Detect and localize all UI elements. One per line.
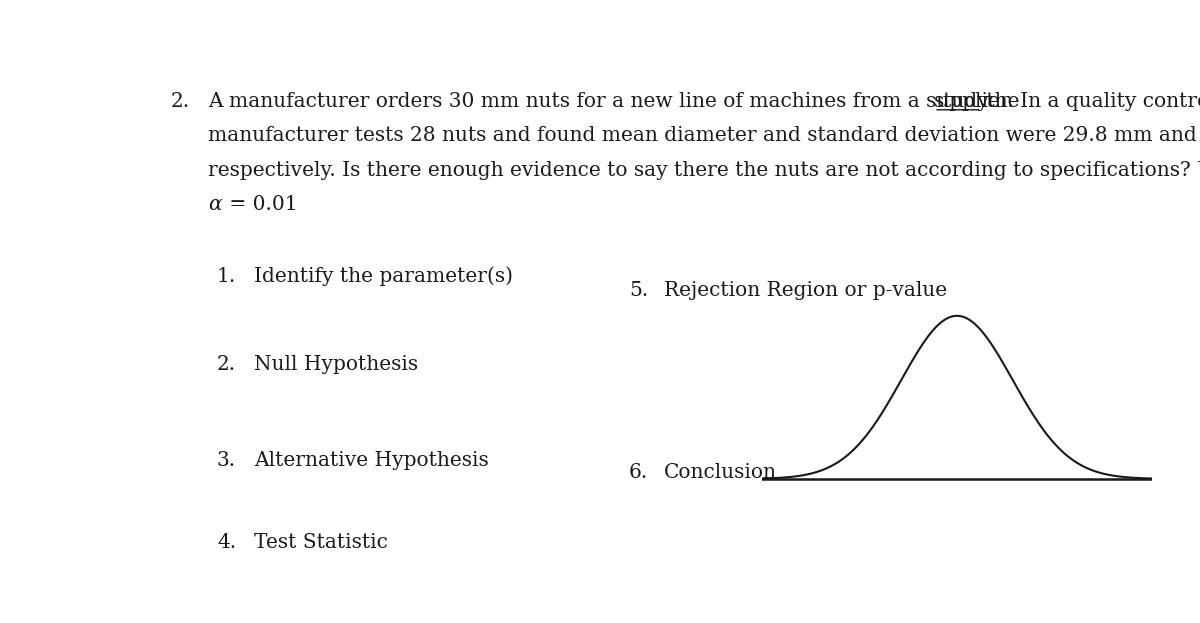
Text: study: study: [934, 92, 990, 110]
Text: 5.: 5.: [629, 281, 648, 300]
Text: Alternative Hypothesis: Alternative Hypothesis: [254, 451, 488, 470]
Text: 3.: 3.: [217, 451, 236, 470]
Text: Null Hypothesis: Null Hypothesis: [254, 355, 419, 374]
Text: Test Statistic: Test Statistic: [254, 533, 388, 552]
Text: 4.: 4.: [217, 533, 236, 552]
Text: α: α: [208, 195, 221, 214]
Text: the: the: [980, 92, 1020, 110]
Text: 1.: 1.: [217, 267, 236, 285]
Text: 6.: 6.: [629, 464, 648, 482]
Text: = 0.01: = 0.01: [223, 195, 298, 214]
Text: respectively. Is there enough evidence to say there the nuts are not according t: respectively. Is there enough evidence t…: [208, 161, 1200, 179]
Text: 2.: 2.: [170, 92, 190, 110]
Text: Identify the parameter(s): Identify the parameter(s): [254, 267, 514, 287]
Text: 2.: 2.: [217, 355, 236, 374]
Text: Rejection Region or p-value: Rejection Region or p-value: [665, 281, 948, 300]
Text: manufacturer tests 28 nuts and found mean diameter and standard deviation were 2: manufacturer tests 28 nuts and found mea…: [208, 126, 1200, 145]
Text: Conclusion: Conclusion: [665, 464, 778, 482]
Text: A manufacturer orders 30 mm nuts for a new line of machines from a supplier. In : A manufacturer orders 30 mm nuts for a n…: [208, 92, 1200, 110]
